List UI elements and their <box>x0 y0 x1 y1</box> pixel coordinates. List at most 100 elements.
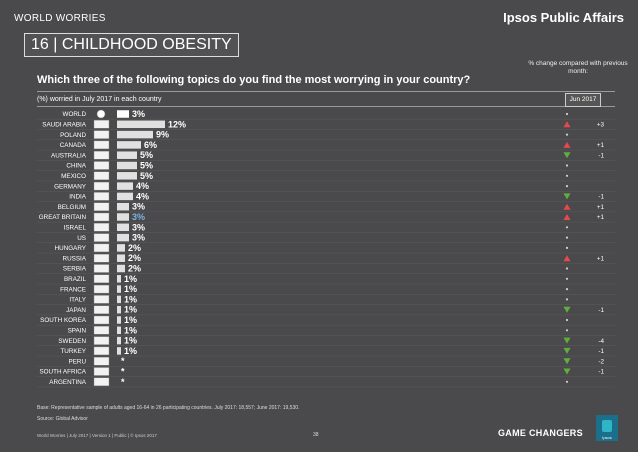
brand-logo: Ipsos Public Affairs <box>503 10 624 25</box>
no-change-icon-spain <box>565 329 569 332</box>
flag-icon-russia <box>93 253 110 263</box>
change-label-peru: -2 <box>598 358 604 365</box>
chart-subtitle: (%) worried in July 2017 in each country <box>37 96 162 103</box>
change-label-saudi-arabia: +3 <box>597 122 605 129</box>
value-label-hungary: 2% <box>128 243 141 253</box>
category-label-sweden: SWEDEN <box>58 338 86 345</box>
category-label-australia: AUSTRALIA <box>51 152 87 159</box>
category-label-france: FRANCE <box>60 286 86 293</box>
category-label-russia: RUSSIA <box>63 255 87 262</box>
value-label-us: 3% <box>132 233 145 243</box>
bar-india <box>117 192 133 201</box>
bar-france <box>117 285 121 293</box>
flag-icon-italy <box>93 295 110 304</box>
divider-header <box>37 106 615 107</box>
category-label-serbia: SERBIA <box>63 266 87 273</box>
change-label-belgium: +1 <box>597 204 605 211</box>
arrow-up-icon-canada <box>563 141 571 148</box>
value-label-world: 3% <box>132 109 145 119</box>
bar-belgium <box>117 202 129 211</box>
category-label-us: US <box>77 235 86 242</box>
arrow-down-icon-south-africa <box>563 368 571 375</box>
value-label-australia: 5% <box>140 150 153 160</box>
bar-italy <box>117 295 121 304</box>
bar-us <box>117 233 129 242</box>
value-label-belgium: 3% <box>132 202 145 212</box>
flag-icon-south-korea <box>93 315 110 325</box>
flag-icon-poland <box>93 130 110 139</box>
change-note: % change compared with previous month: <box>528 60 628 75</box>
arrow-up-icon-belgium <box>563 203 571 210</box>
arrow-up-icon-russia <box>563 255 571 262</box>
flag-icon-hungary <box>93 243 110 253</box>
ipsos-logo: Ipsos <box>596 415 618 441</box>
arrow-down-icon-australia <box>563 152 571 159</box>
category-label-belgium: BELGIUM <box>58 204 86 211</box>
category-label-japan: JAPAN <box>66 307 86 314</box>
value-label-serbia: 2% <box>128 264 141 274</box>
flag-icon-india <box>93 192 110 201</box>
value-label-turkey: 1% <box>124 346 137 356</box>
footer-version: World Worries | July 2017 | Version 1 | … <box>37 433 157 438</box>
category-label-germany: GERMANY <box>54 183 87 190</box>
bar-great-britain <box>117 213 129 221</box>
value-label-france: 1% <box>124 284 137 294</box>
no-change-icon-south-korea <box>565 318 569 322</box>
flag-icon-turkey <box>93 346 110 356</box>
change-label-turkey: -1 <box>598 348 604 355</box>
value-label-south-africa: * <box>121 367 125 377</box>
category-label-poland: POLAND <box>60 132 86 139</box>
category-label-israel: ISRAEL <box>64 225 87 232</box>
flag-icon-japan <box>93 305 110 314</box>
column-header-jun: Jun 2017 <box>565 93 601 107</box>
bar-israel <box>117 223 129 232</box>
flag-icon-israel <box>93 223 110 232</box>
category-label-mexico: MEXICO <box>61 173 86 180</box>
ipsos-logo-mark <box>602 420 612 432</box>
no-change-icon-brazil <box>565 277 569 280</box>
no-change-icon-hungary <box>565 246 569 249</box>
flag-icon-australia <box>93 150 110 160</box>
no-change-icon-us <box>565 236 569 239</box>
value-label-argentina: * <box>121 377 125 387</box>
value-label-china: 5% <box>140 161 153 171</box>
bar-turkey <box>117 347 121 355</box>
value-label-brazil: 1% <box>124 274 137 284</box>
value-label-spain: 1% <box>124 325 137 335</box>
category-label-spain: SPAIN <box>68 328 87 335</box>
flag-icon-peru <box>93 357 110 366</box>
change-label-south-africa: -1 <box>598 369 604 376</box>
value-label-india: 4% <box>136 191 149 201</box>
bar-world <box>117 110 129 118</box>
bar-germany <box>117 182 133 190</box>
no-change-icon-italy <box>565 298 569 301</box>
change-label-great-britain: +1 <box>597 214 605 221</box>
bar-saudi-arabia <box>117 120 165 129</box>
bar-hungary <box>117 244 125 252</box>
flag-icon-south-africa <box>93 367 110 376</box>
bar-japan <box>117 305 121 314</box>
footnote-base: Base: Representative sample of adults ag… <box>37 405 300 411</box>
no-change-icon-serbia <box>565 267 569 270</box>
no-change-icon-france <box>565 288 569 291</box>
no-change-icon-china <box>565 164 569 167</box>
arrow-down-icon-sweden <box>563 337 571 344</box>
category-label-india: INDIA <box>69 194 87 201</box>
category-label-south-africa: SOUTH AFRICA <box>39 369 86 376</box>
category-label-hungary: HUNGARY <box>55 245 87 252</box>
page-title: 16 | CHILDHOOD OBESITY <box>24 33 239 57</box>
flag-icon-mexico <box>93 171 110 181</box>
category-label-canada: CANADA <box>60 142 87 149</box>
value-label-saudi-arabia: 12% <box>168 119 186 129</box>
flag-icon-france <box>93 284 110 294</box>
footnote-source: Source: Global Advisor <box>37 416 88 422</box>
value-label-poland: 9% <box>156 130 169 140</box>
arrow-down-icon-india <box>563 193 571 200</box>
flag-icon-us <box>93 233 110 242</box>
ipsos-logo-text: Ipsos <box>602 435 612 440</box>
no-change-icon-argentina <box>565 380 569 383</box>
category-label-saudi-arabia: SAUDI ARABIA <box>42 122 87 129</box>
value-label-italy: 1% <box>124 294 137 304</box>
arrow-up-icon-saudi-arabia <box>563 121 571 128</box>
change-label-japan: -1 <box>598 307 604 314</box>
